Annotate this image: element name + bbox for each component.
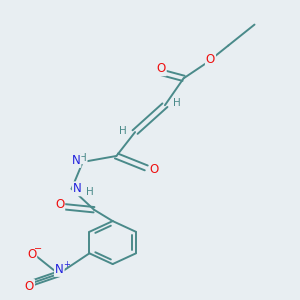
Text: O: O bbox=[55, 198, 64, 211]
Text: O: O bbox=[27, 248, 36, 261]
Text: H: H bbox=[86, 188, 94, 197]
Text: H: H bbox=[119, 126, 127, 136]
Text: N: N bbox=[72, 154, 80, 167]
Text: N: N bbox=[73, 182, 82, 195]
Text: H: H bbox=[173, 98, 181, 108]
Text: N: N bbox=[55, 263, 64, 276]
Text: H: H bbox=[79, 153, 87, 164]
Text: −: − bbox=[34, 244, 42, 254]
Text: O: O bbox=[206, 53, 215, 66]
Text: O: O bbox=[157, 62, 166, 75]
Text: O: O bbox=[25, 280, 34, 293]
Text: O: O bbox=[150, 163, 159, 176]
Text: +: + bbox=[63, 260, 70, 269]
